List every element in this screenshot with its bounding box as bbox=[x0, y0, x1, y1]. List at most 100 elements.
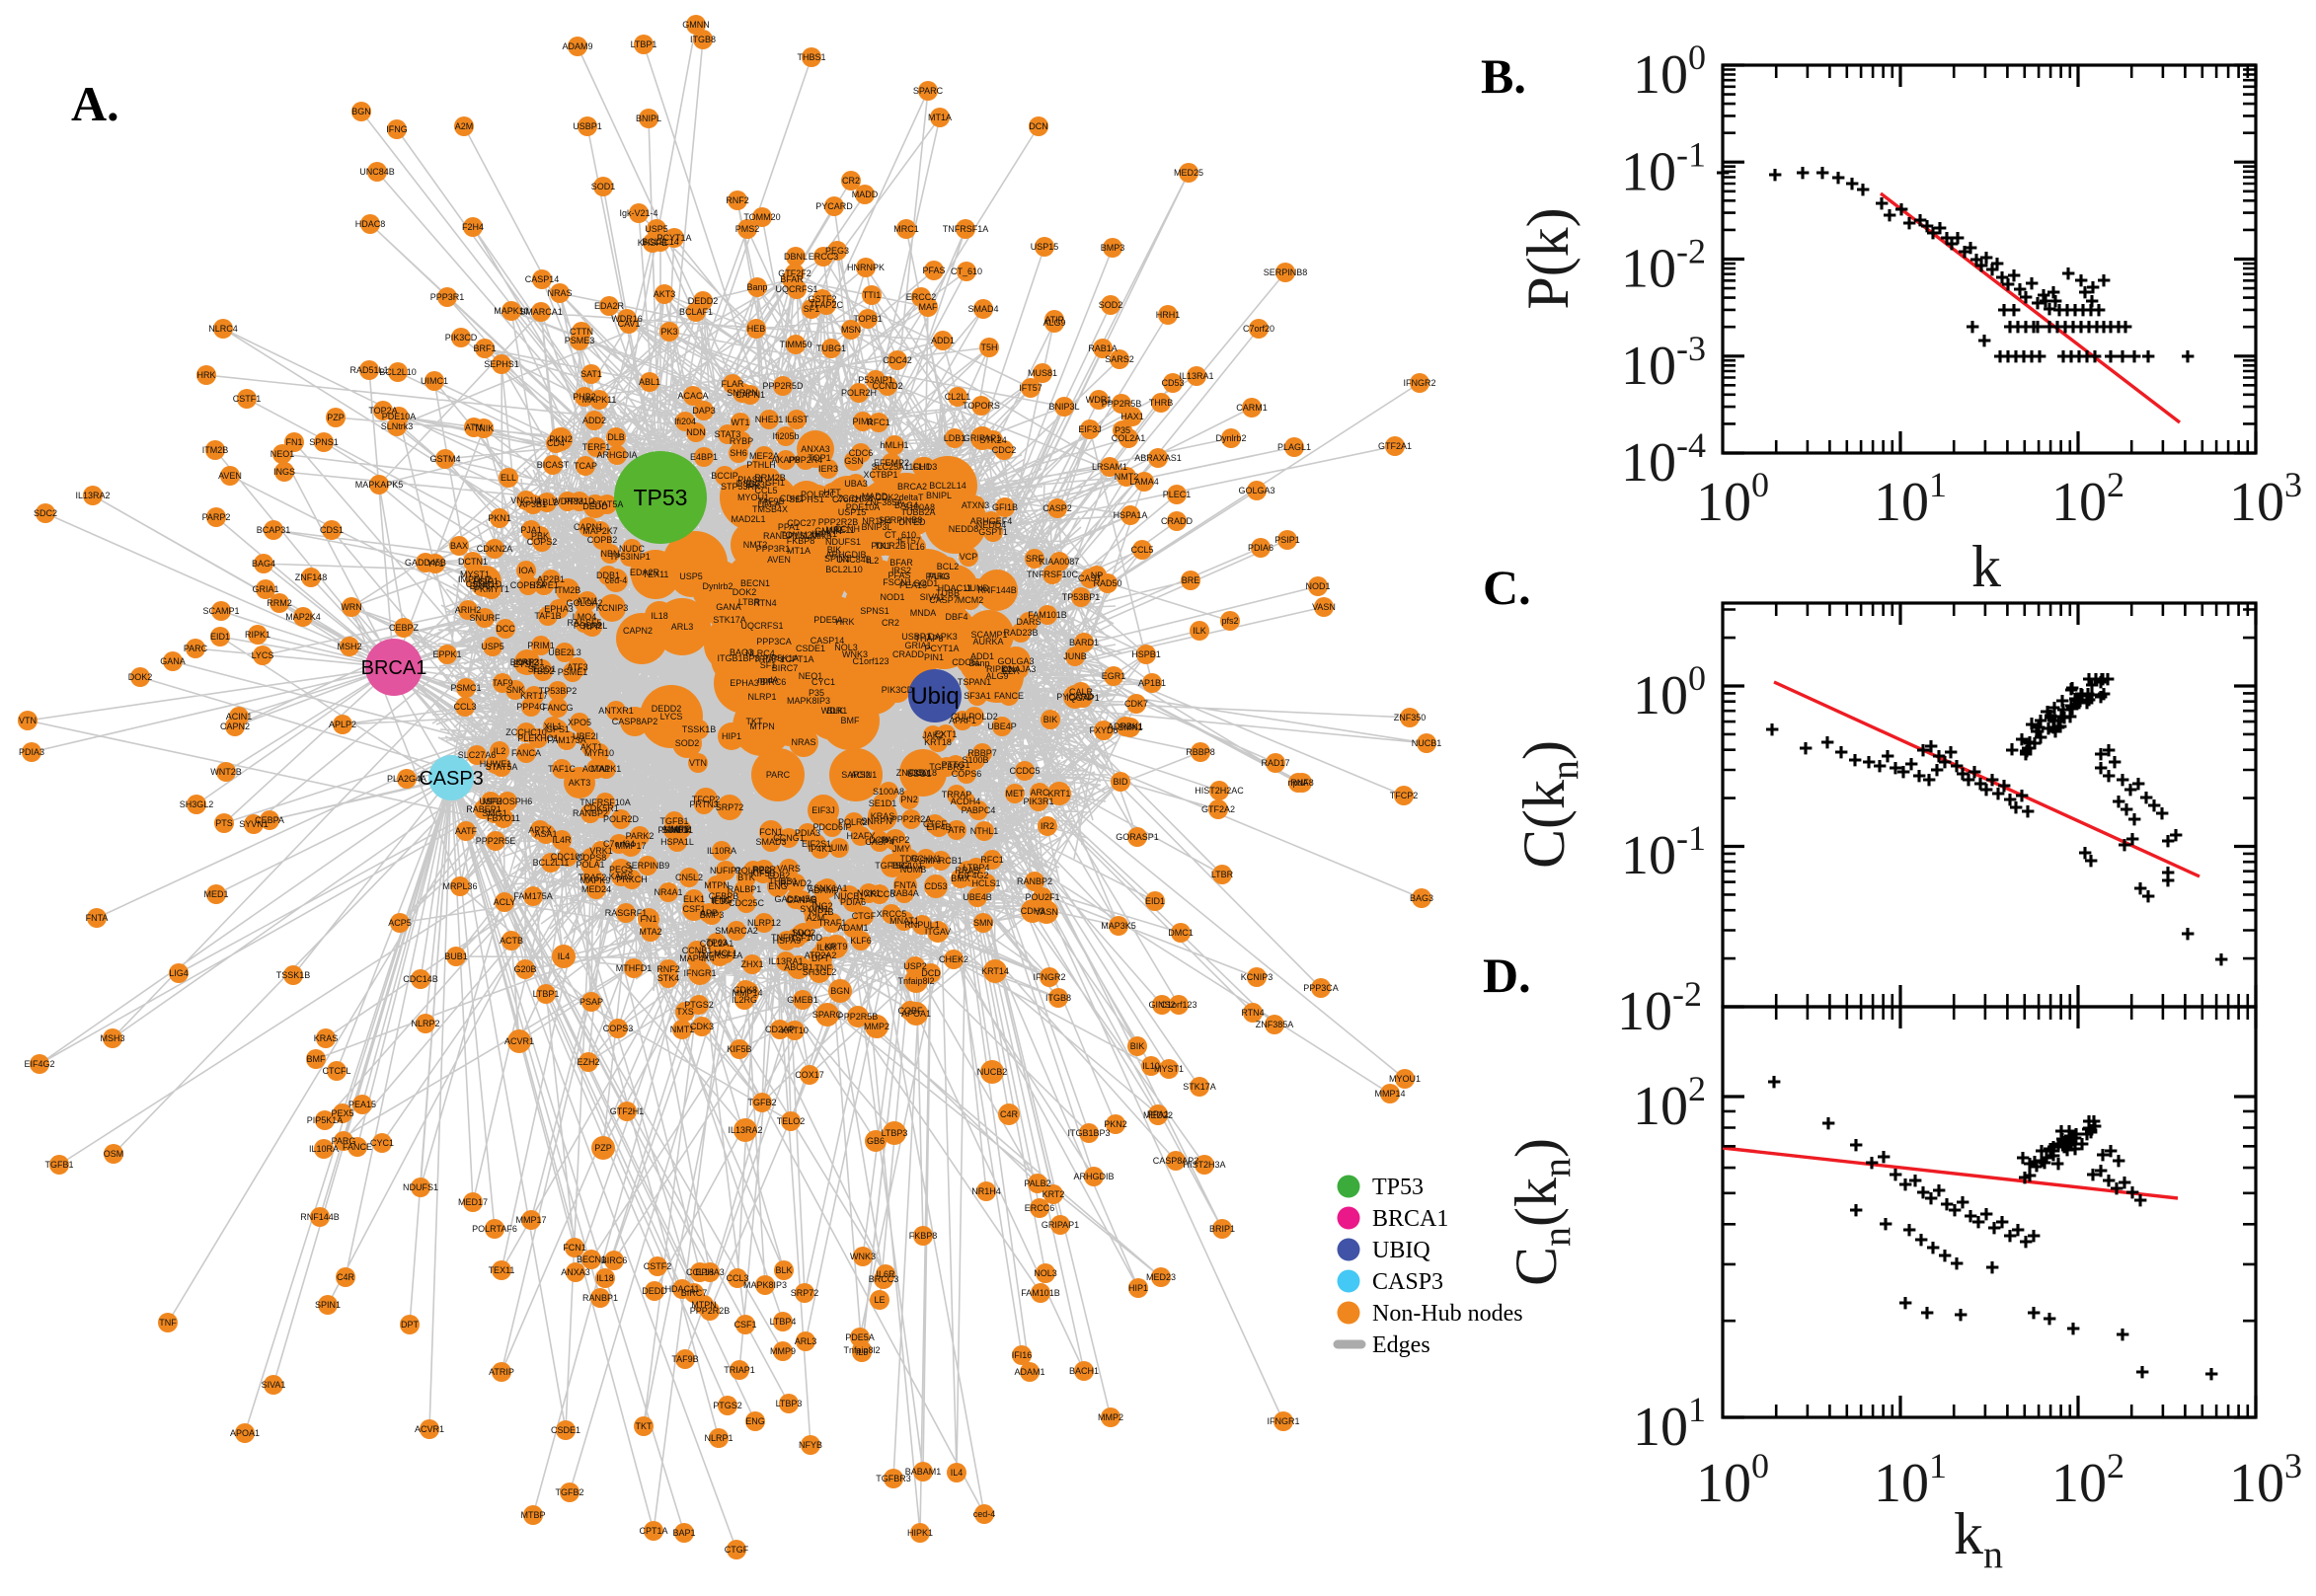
svg-text:PSIP1: PSIP1 bbox=[1274, 535, 1300, 545]
svg-text:C7orf20: C7orf20 bbox=[1243, 324, 1274, 334]
svg-text:TGFBR2: TGFBR2 bbox=[929, 762, 965, 772]
svg-text:GRIA1: GRIA1 bbox=[904, 641, 931, 650]
svg-text:EIF3J: EIF3J bbox=[811, 805, 835, 815]
svg-text:DOK2: DOK2 bbox=[733, 587, 757, 597]
svg-text:101: 101 bbox=[1874, 465, 1947, 533]
svg-text:TEX11: TEX11 bbox=[643, 570, 669, 579]
svg-text:EZR: EZR bbox=[1002, 666, 1021, 676]
svg-text:C7orf20: C7orf20 bbox=[832, 494, 864, 504]
svg-text:PPP2R5E: PPP2R5E bbox=[476, 836, 516, 846]
svg-text:ALG9: ALG9 bbox=[1042, 318, 1065, 328]
svg-text:NR1H4: NR1H4 bbox=[971, 1186, 1001, 1196]
svg-text:PPP2R5B: PPP2R5B bbox=[838, 1012, 879, 1022]
svg-text:CDK3: CDK3 bbox=[690, 1022, 714, 1031]
svg-text:BECN1: BECN1 bbox=[740, 578, 770, 588]
svg-text:MAPK10: MAPK10 bbox=[494, 306, 529, 316]
svg-text:SH3GL2: SH3GL2 bbox=[180, 799, 214, 809]
svg-text:NUCB1: NUCB1 bbox=[1412, 738, 1442, 748]
svg-text:IL6R: IL6R bbox=[876, 1269, 895, 1279]
svg-text:RNF8: RNF8 bbox=[1290, 778, 1314, 788]
svg-text:CDKN2A: CDKN2A bbox=[477, 544, 513, 554]
svg-text:LDB1: LDB1 bbox=[944, 433, 966, 443]
svg-text:ITGB8: ITGB8 bbox=[690, 35, 716, 44]
svg-text:KRAS: KRAS bbox=[314, 1033, 339, 1043]
svg-text:RBL2: RBL2 bbox=[536, 497, 559, 507]
svg-text:MYST1: MYST1 bbox=[1154, 1064, 1184, 1074]
svg-text:PLEC1: PLEC1 bbox=[1163, 490, 1192, 499]
svg-text:RAB4A: RAB4A bbox=[889, 888, 919, 898]
svg-text:RASGRF1: RASGRF1 bbox=[605, 908, 648, 918]
svg-text:POLA1: POLA1 bbox=[576, 860, 604, 870]
svg-text:FKBP8: FKBP8 bbox=[787, 536, 815, 546]
svg-text:ZCCHC10: ZCCHC10 bbox=[505, 727, 547, 737]
svg-text:PLK3: PLK3 bbox=[928, 571, 950, 581]
svg-text:IL4: IL4 bbox=[558, 951, 571, 961]
svg-text:MRE11: MRE11 bbox=[825, 525, 854, 535]
svg-text:SPNS1: SPNS1 bbox=[309, 437, 339, 447]
svg-text:GANAB: GANAB bbox=[786, 895, 817, 905]
svg-text:BNIP3L: BNIP3L bbox=[861, 522, 891, 532]
svg-text:BNIPL: BNIPL bbox=[636, 114, 661, 123]
svg-text:RNPUL1: RNPUL1 bbox=[904, 920, 940, 930]
svg-text:ZNF350: ZNF350 bbox=[896, 768, 929, 778]
svg-text:SOD2: SOD2 bbox=[675, 738, 700, 748]
svg-text:CYC1: CYC1 bbox=[811, 677, 835, 687]
svg-text:DPT: DPT bbox=[811, 953, 830, 963]
svg-text:GORASP1: GORASP1 bbox=[1116, 832, 1159, 842]
svg-text:NRAS: NRAS bbox=[547, 288, 572, 298]
svg-text:PPP2R2B: PPP2R2B bbox=[690, 1306, 731, 1316]
svg-text:PN2: PN2 bbox=[900, 795, 918, 804]
svg-text:ABRAXAS1: ABRAXAS1 bbox=[1134, 453, 1182, 463]
svg-text:LIG4: LIG4 bbox=[169, 968, 189, 978]
svg-text:ADRBK1: ADRBK1 bbox=[1108, 722, 1143, 731]
svg-text:CR2: CR2 bbox=[882, 618, 899, 628]
svg-text:CTCF: CTCF bbox=[923, 819, 947, 829]
svg-text:PYCARD: PYCARD bbox=[815, 201, 853, 211]
svg-text:BABAM1: BABAM1 bbox=[905, 1467, 942, 1477]
svg-text:CASP4: CASP4 bbox=[865, 837, 894, 847]
svg-text:DARS: DARS bbox=[1016, 617, 1041, 627]
svg-text:MET: MET bbox=[1006, 789, 1026, 798]
svg-text:PYCARD: PYCARD bbox=[1056, 692, 1094, 702]
svg-text:RFWD2: RFWD2 bbox=[780, 878, 811, 888]
svg-text:Ubiq: Ubiq bbox=[910, 683, 959, 710]
svg-text:MED23: MED23 bbox=[1146, 1272, 1176, 1282]
svg-text:KIF5B: KIF5B bbox=[727, 1044, 751, 1054]
svg-text:ATN1: ATN1 bbox=[577, 596, 598, 606]
svg-text:IQGAP1: IQGAP1 bbox=[1066, 693, 1100, 703]
svg-text:CCL3: CCL3 bbox=[453, 702, 476, 712]
svg-text:THBS1: THBS1 bbox=[797, 52, 825, 62]
svg-text:KIF5B: KIF5B bbox=[750, 869, 775, 878]
svg-text:SNRPN: SNRPN bbox=[861, 816, 892, 826]
svg-text:TNFRSF1A: TNFRSF1A bbox=[697, 950, 743, 960]
svg-text:RYBP: RYBP bbox=[730, 436, 753, 446]
svg-text:SERPINB8: SERPINB8 bbox=[1264, 267, 1308, 277]
svg-text:UIM: UIM bbox=[831, 843, 848, 853]
svg-text:C7orf64: C7orf64 bbox=[603, 839, 635, 849]
svg-text:CASP2: CASP2 bbox=[1042, 503, 1072, 513]
svg-text:102: 102 bbox=[2051, 1446, 2124, 1514]
svg-text:NUDC: NUDC bbox=[619, 544, 645, 554]
svg-text:EIF4G2: EIF4G2 bbox=[24, 1059, 54, 1069]
svg-text:CAPN1: CAPN1 bbox=[735, 390, 765, 400]
svg-text:LTBP1: LTBP1 bbox=[533, 989, 560, 999]
svg-text:PRKCH: PRKCH bbox=[616, 874, 648, 884]
svg-text:BICAST: BICAST bbox=[537, 460, 570, 470]
svg-text:Dynlrb2: Dynlrb2 bbox=[1215, 433, 1246, 443]
svg-text:ARL3: ARL3 bbox=[795, 1336, 817, 1346]
svg-text:HNRNPK: HNRNPK bbox=[847, 263, 885, 272]
svg-text:MMP2: MMP2 bbox=[864, 1022, 889, 1031]
svg-text:UNC84B: UNC84B bbox=[359, 167, 395, 177]
svg-text:COPS2: COPS2 bbox=[527, 537, 558, 547]
svg-text:10-2: 10-2 bbox=[1617, 974, 1702, 1042]
svg-text:TRAF2: TRAF2 bbox=[579, 873, 607, 882]
svg-text:BIRC6: BIRC6 bbox=[601, 1255, 628, 1265]
svg-text:MAF: MAF bbox=[919, 302, 939, 312]
svg-text:Tnfaip8l2: Tnfaip8l2 bbox=[897, 976, 934, 986]
svg-text:RBBP8: RBBP8 bbox=[1186, 747, 1215, 757]
svg-text:BCL2L14: BCL2L14 bbox=[929, 481, 966, 491]
svg-text:DAP3: DAP3 bbox=[692, 406, 716, 416]
svg-text:BMP3: BMP3 bbox=[1101, 243, 1125, 253]
svg-text:EFEMP2: EFEMP2 bbox=[874, 458, 909, 468]
svg-text:PEG3: PEG3 bbox=[609, 865, 633, 874]
